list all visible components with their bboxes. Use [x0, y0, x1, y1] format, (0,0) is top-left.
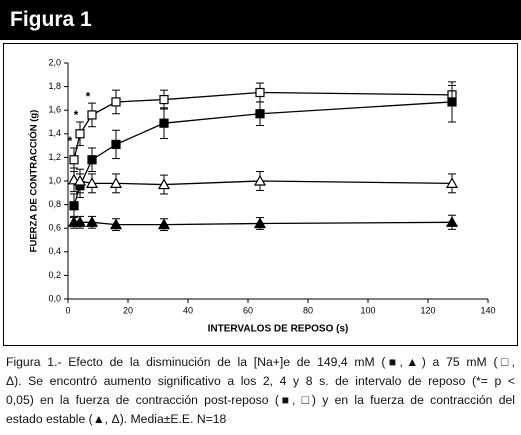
x-tick-label: 0 — [65, 305, 70, 315]
marker — [73, 174, 87, 186]
significance-mark: * — [86, 89, 91, 103]
caption-line: Δ). Se encontró aumento significativo a … — [6, 374, 515, 388]
x-tick-label: 60 — [243, 305, 253, 315]
significance-mark: * — [74, 108, 79, 122]
marker — [255, 87, 265, 98]
chart-frame: 0,0 0,2 0,4 0,6 0,8 1,0 1,2 1,4 1,6 1,8 2,0 0 20 40 60… — [3, 43, 518, 346]
marker — [87, 155, 97, 165]
x-tick-label: 120 — [420, 305, 435, 315]
marker — [159, 118, 169, 128]
y-tick-label: 1,4 — [48, 128, 61, 138]
caption-line: 0,05) en la fuerza de contracción post-r… — [6, 393, 515, 407]
marker — [253, 174, 267, 186]
y-tick-label: 1,0 — [48, 175, 61, 185]
marker — [109, 177, 123, 188]
marker — [75, 129, 85, 139]
y-tick-label: 2,0 — [48, 57, 61, 67]
marker — [69, 155, 79, 165]
x-axis-label: INTERVALOS DE REPOSO (s) — [208, 324, 349, 335]
y-axis-label: FUERZA DE CONTRACCIÓN (g) — [28, 110, 40, 253]
y-tick-label: 0,4 — [48, 246, 61, 256]
x-tick-label: 140 — [480, 305, 495, 315]
series-line — [73, 91, 453, 160]
significance-mark: * — [68, 134, 73, 148]
marker — [157, 178, 171, 190]
marker — [159, 94, 169, 105]
marker — [85, 177, 99, 188]
header-title: Figura 1 — [10, 8, 92, 31]
marker — [109, 218, 123, 230]
y-tick-label: 1,2 — [48, 152, 61, 162]
y-tick-label: 0,2 — [48, 270, 61, 280]
marker — [445, 177, 459, 188]
marker — [69, 201, 79, 211]
y-tick-label: 1,8 — [48, 81, 61, 91]
x-tick-label: 100 — [360, 305, 375, 315]
caption-line: estado estable (▲, Δ). Media±E.E. N=18 — [6, 412, 227, 426]
marker — [73, 216, 87, 227]
marker — [253, 217, 267, 229]
marker — [85, 216, 99, 227]
marker — [445, 216, 459, 227]
y-tick-label: 0,0 — [48, 293, 61, 303]
x-tick-label: 80 — [303, 305, 313, 315]
caption-line: Figura 1.- Efecto de la disminución de l… — [6, 355, 515, 369]
marker — [111, 97, 121, 107]
marker — [111, 139, 121, 150]
y-tick-label: 1,6 — [48, 105, 61, 115]
y-tick-label: 0,8 — [48, 199, 61, 209]
y-tick-label: 0,6 — [48, 223, 61, 233]
header-bar: Figura 1 — [0, 0, 521, 40]
x-tick-label: 20 — [123, 305, 133, 315]
marker — [447, 97, 457, 107]
marker — [157, 218, 171, 230]
caption: Figura 1.- Efecto de la disminución de l… — [6, 353, 515, 429]
marker — [255, 109, 265, 119]
x-tick-label: 40 — [183, 305, 193, 315]
marker — [87, 110, 97, 120]
chart: 0,0 0,2 0,4 0,6 0,8 1,0 1,2 1,4 1,6 1,8 2,0 0 20 40 60… — [28, 57, 496, 335]
